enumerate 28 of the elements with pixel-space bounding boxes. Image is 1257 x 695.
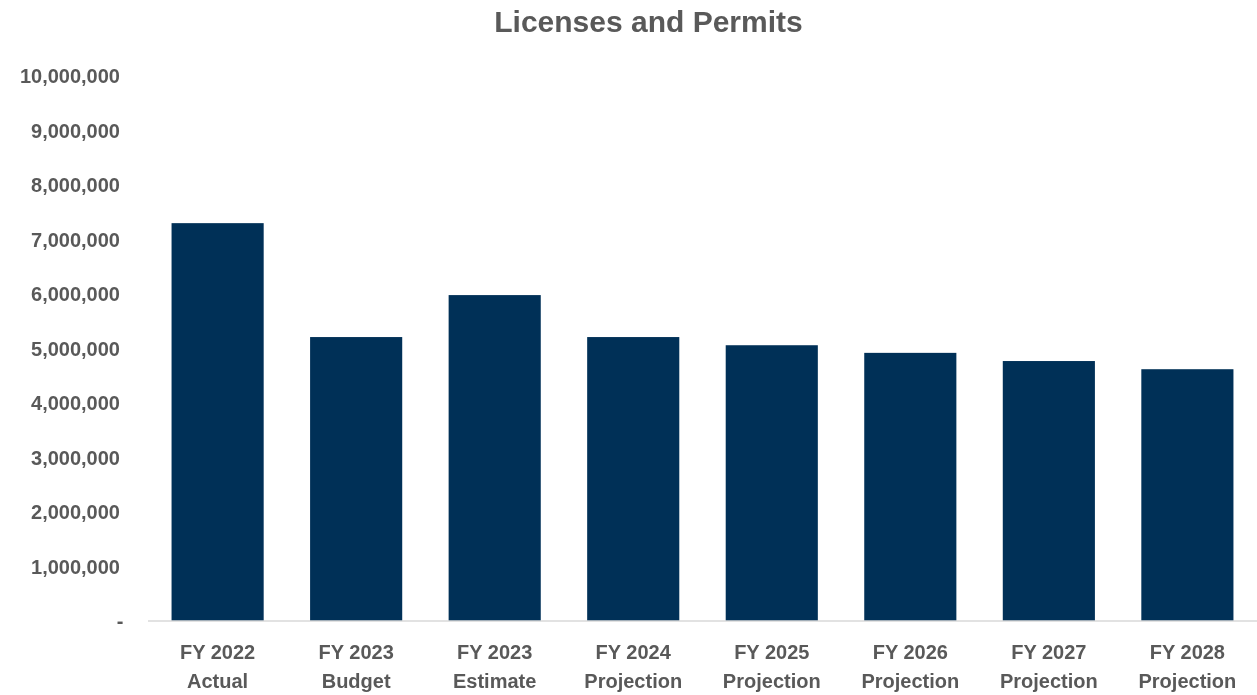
x-tick-label: FY 2025 Projection — [722, 641, 821, 692]
y-tick-label: 9,000,000 — [31, 119, 120, 142]
x-tick-label: FY 2026 Projection — [861, 641, 960, 692]
x-tick-label: FY 2023 Budget — [318, 641, 394, 692]
x-tick-label: FY 2023 Estimate — [453, 641, 537, 692]
y-tick-label: 10,000,000 — [19, 65, 120, 87]
y-tick-label: - — [116, 610, 124, 632]
y-tick-label: 5,000,000 — [31, 337, 120, 360]
y-tick-label: 3,000,000 — [31, 446, 120, 469]
y-tick-label: 6,000,000 — [31, 283, 120, 305]
bar — [448, 295, 541, 621]
x-tick-label: FY 2028 Projection — [1138, 641, 1237, 692]
y-tick-label: 8,000,000 — [31, 174, 120, 196]
x-tick-label: FY 2024 Projection — [584, 641, 683, 692]
bar — [310, 337, 403, 621]
bar — [725, 345, 818, 621]
chart-title: Licenses and Permits — [494, 5, 803, 38]
y-tick-label: 4,000,000 — [31, 392, 120, 414]
bar — [864, 352, 957, 621]
bar — [1002, 361, 1095, 621]
y-tick-label: 7,000,000 — [31, 228, 120, 251]
x-tick-label: FY 2027 Projection — [999, 641, 1098, 692]
bar — [587, 337, 680, 621]
bar — [1141, 369, 1234, 621]
bar — [171, 223, 264, 621]
y-tick-label: 2,000,000 — [31, 501, 120, 523]
x-tick-label: FY 2022 Actual — [179, 641, 256, 692]
y-tick-label: 1,000,000 — [31, 555, 120, 578]
